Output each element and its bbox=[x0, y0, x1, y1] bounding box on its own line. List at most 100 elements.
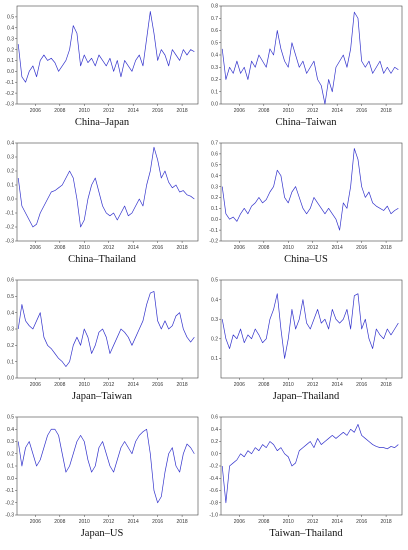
y-tick-label: 0.0 bbox=[7, 197, 14, 203]
x-tick-label: 2010 bbox=[283, 519, 294, 525]
y-tick-label: 0.4 bbox=[211, 53, 218, 59]
series-line bbox=[17, 428, 195, 504]
chart-title: Japan–Thailand bbox=[272, 391, 340, 402]
x-tick-label: 2012 bbox=[103, 382, 114, 388]
plot-frame bbox=[16, 5, 199, 105]
x-tick-label: 2018 bbox=[177, 519, 188, 525]
plot-frame bbox=[16, 416, 199, 516]
y-tick-label: 0.1 bbox=[7, 58, 14, 64]
y-tick-label: -1.0 bbox=[209, 513, 218, 519]
x-tick-label: 2010 bbox=[283, 382, 294, 388]
y-tick-label: 0.5 bbox=[7, 415, 14, 421]
series-line bbox=[221, 11, 399, 105]
y-tick-label: 0.4 bbox=[211, 297, 218, 303]
x-tick-label: 2012 bbox=[307, 382, 318, 388]
x-tick-label: 2012 bbox=[103, 245, 114, 251]
y-tick-label: 0.1 bbox=[7, 464, 14, 470]
x-tick-label: 2018 bbox=[177, 108, 188, 114]
x-tick-label: 2008 bbox=[258, 519, 269, 525]
x-tick-label: 2018 bbox=[177, 382, 188, 388]
plot-frame bbox=[16, 279, 199, 379]
y-tick-label: 0.5 bbox=[211, 162, 218, 168]
y-tick-label: 0.3 bbox=[211, 184, 218, 190]
y-tick-label: 0.0 bbox=[7, 376, 14, 382]
chart-svg: -0.3 -0.2 -0.1 0.0 0.1 0.2 0.3 0.4 2006 2008 2010 2… bbox=[5, 141, 199, 251]
x-tick-label: 2016 bbox=[356, 382, 367, 388]
x-tick-label: 2010 bbox=[283, 245, 294, 251]
chart-svg: -1.0 -0.8 -0.6 -0.4 -0.2 0.0 0.2 0.4 0.6 2006 2008… bbox=[209, 415, 403, 525]
y-tick-label: 0.5 bbox=[211, 278, 218, 284]
y-tick-label: 0.7 bbox=[211, 141, 218, 147]
y-tick-label: 0.1 bbox=[211, 89, 218, 95]
x-tick-label: 2008 bbox=[54, 382, 65, 388]
y-tick-label: -0.2 bbox=[5, 500, 14, 506]
x-tick-label: 2016 bbox=[152, 519, 163, 525]
x-tick-label: 2016 bbox=[356, 519, 367, 525]
y-tick-label: -0.3 bbox=[5, 239, 14, 245]
y-tick-label: 0.0 bbox=[211, 451, 218, 457]
chart-title: China–Japan bbox=[74, 117, 130, 128]
y-tick-label: 0.4 bbox=[7, 427, 14, 433]
x-tick-label: 2012 bbox=[307, 108, 318, 114]
y-tick-label: 0.5 bbox=[7, 15, 14, 21]
chart-panel-2: 0.0 0.1 0.2 0.3 0.4 0.5 0.6 0.7 0.8 2006 2008 2010 2… bbox=[204, 0, 408, 137]
x-tick-label: 2016 bbox=[356, 245, 367, 251]
x-tick-label: 2008 bbox=[54, 108, 65, 114]
x-tick-label: 2008 bbox=[258, 382, 269, 388]
x-tick-label: 2006 bbox=[234, 245, 245, 251]
y-tick-label: 0.1 bbox=[211, 206, 218, 212]
chart-title: China–Taiwan bbox=[275, 117, 337, 128]
x-tick-label: 2006 bbox=[234, 519, 245, 525]
x-tick-label: 2014 bbox=[128, 108, 139, 114]
x-tick-label: 2014 bbox=[332, 382, 343, 388]
chart-title: Taiwan–Thailand bbox=[269, 528, 343, 539]
x-tick-label: 2014 bbox=[332, 108, 343, 114]
y-tick-label: -0.6 bbox=[209, 488, 218, 494]
x-tick-label: 2010 bbox=[79, 519, 90, 525]
y-tick-label: 0.7 bbox=[211, 16, 218, 22]
x-tick-label: 2012 bbox=[103, 519, 114, 525]
y-tick-label: 0.0 bbox=[7, 476, 14, 482]
y-tick-label: 0.4 bbox=[7, 25, 14, 31]
y-tick-label: -0.1 bbox=[5, 80, 14, 86]
y-tick-label: 0.3 bbox=[7, 439, 14, 445]
series-line bbox=[221, 424, 399, 504]
y-tick-label: -0.4 bbox=[209, 476, 218, 482]
x-tick-label: 2014 bbox=[332, 519, 343, 525]
y-tick-label: -0.2 bbox=[5, 91, 14, 97]
x-tick-label: 2014 bbox=[332, 245, 343, 251]
x-tick-label: 2006 bbox=[30, 382, 41, 388]
plot-frame bbox=[220, 142, 403, 242]
series-line bbox=[221, 148, 399, 231]
chart-title: Japan–Taiwan bbox=[72, 391, 132, 402]
x-tick-label: 2008 bbox=[54, 245, 65, 251]
chart-title: China–US bbox=[284, 254, 328, 265]
y-tick-label: 0.4 bbox=[211, 427, 218, 433]
plot-frame bbox=[220, 279, 403, 379]
y-tick-label: 0.1 bbox=[7, 183, 14, 189]
chart-svg: -0.3 -0.2 -0.1 0.0 0.1 0.2 0.3 0.4 0.5 2006 2008 20… bbox=[5, 415, 199, 525]
chart-svg: 0.0 0.1 0.2 0.3 0.4 0.5 0.6 0.7 0.8 2006 2008 2010 2… bbox=[211, 4, 403, 114]
y-tick-label: 0.5 bbox=[7, 294, 14, 300]
y-tick-label: 0.2 bbox=[211, 439, 218, 445]
x-tick-label: 2016 bbox=[152, 245, 163, 251]
x-tick-label: 2006 bbox=[234, 108, 245, 114]
chart-panel-7: -0.3 -0.2 -0.1 0.0 0.1 0.2 0.3 0.4 0.5 2006 2008 20… bbox=[0, 411, 204, 548]
chart-panel-6: 0.1 0.2 0.3 0.4 0.5 2006 2008 2010 2012 2014 2016 2… bbox=[204, 274, 408, 411]
x-tick-label: 2018 bbox=[381, 382, 392, 388]
y-tick-label: 0.6 bbox=[211, 415, 218, 421]
y-tick-label: 0.2 bbox=[7, 169, 14, 175]
y-tick-label: -0.8 bbox=[209, 500, 218, 506]
y-tick-label: 0.2 bbox=[211, 195, 218, 201]
x-tick-label: 2012 bbox=[307, 519, 318, 525]
y-tick-label: 0.4 bbox=[7, 141, 14, 147]
x-tick-label: 2014 bbox=[128, 245, 139, 251]
y-tick-label: 0.2 bbox=[211, 337, 218, 343]
y-tick-label: -0.1 bbox=[209, 228, 218, 234]
y-tick-label: 0.1 bbox=[7, 359, 14, 365]
series-line bbox=[17, 291, 195, 367]
x-tick-label: 2012 bbox=[307, 245, 318, 251]
x-tick-label: 2006 bbox=[30, 108, 41, 114]
y-tick-label: 0.4 bbox=[211, 173, 218, 179]
